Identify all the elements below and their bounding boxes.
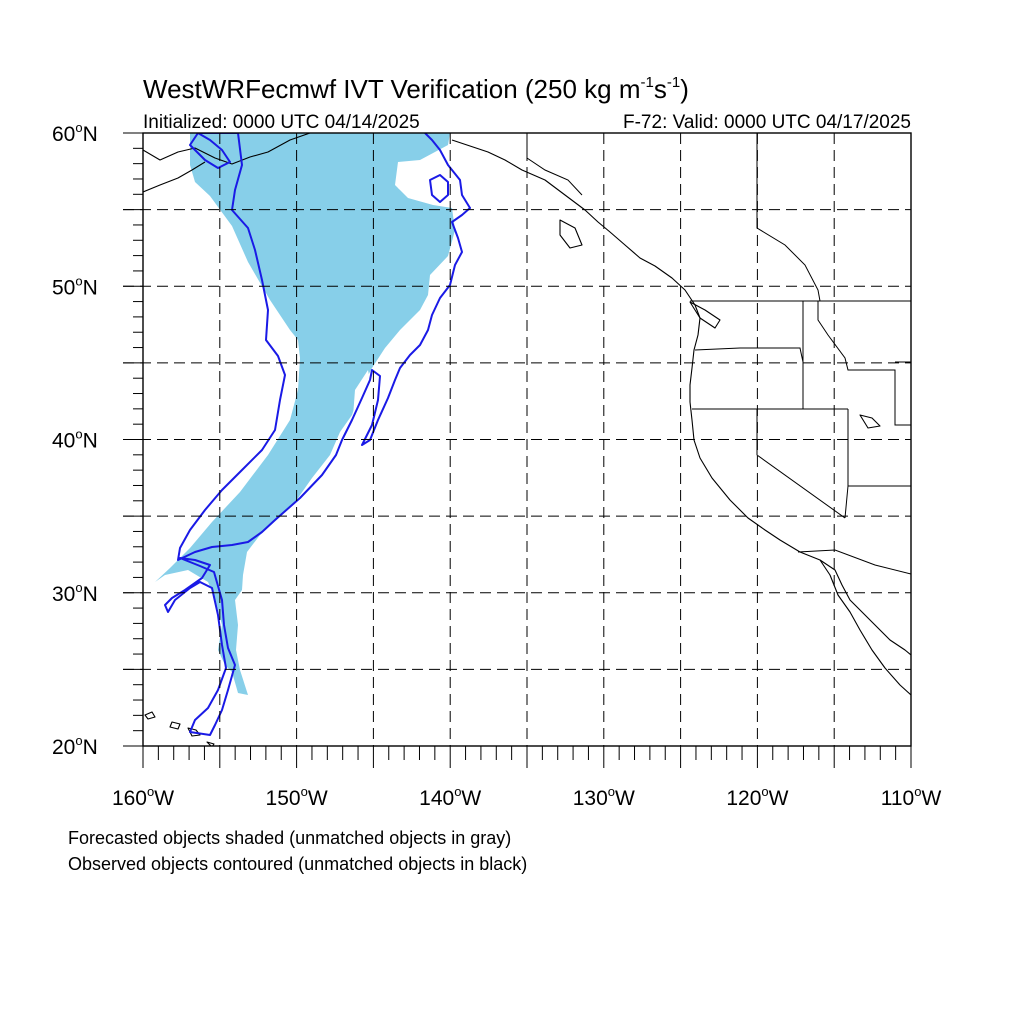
california-nevada-border <box>756 409 846 519</box>
axis-ticks <box>123 132 912 768</box>
observed-ivt-contour-tail <box>164 557 236 736</box>
oregon-washington-border <box>694 347 804 409</box>
title-close: ) <box>680 74 689 104</box>
latitude-labels: 60oN 50oN 40oN 30oN 20oN <box>52 120 98 759</box>
initialized-label: Initialized: 0000 UTC 04/14/2025 <box>143 112 420 133</box>
observed-ivt-contour <box>177 133 471 561</box>
latitude-label: 30oN <box>52 580 98 606</box>
forecast-gap <box>398 166 442 198</box>
graticule <box>123 133 911 746</box>
alaska-canada-border <box>526 133 583 196</box>
nevada-utah-border <box>847 409 911 487</box>
observed-ivt-contour-bay <box>429 174 449 203</box>
title-exponent-2: -1 <box>667 74 680 91</box>
title-mid: s <box>654 74 667 104</box>
longitude-label: 160oW <box>112 784 174 810</box>
longitude-label: 110oW <box>881 784 942 810</box>
title-exponent-1: -1 <box>641 74 654 91</box>
latitude-label: 20oN <box>52 733 98 759</box>
latitude-label: 40oN <box>52 427 98 453</box>
alaska-peninsula-coast <box>143 161 206 193</box>
longitude-label: 120oW <box>726 784 788 810</box>
longitude-label: 150oW <box>266 784 328 810</box>
title-main: WestWRFecmwf IVT Verification (250 kg m <box>143 74 641 104</box>
map-panel <box>143 133 911 746</box>
forecast-ivt-object <box>155 133 455 695</box>
hawaii-islands <box>144 711 215 746</box>
valid-label: F-72: Valid: 0000 UTC 04/17/2025 <box>623 112 911 133</box>
nevada-arizona-border <box>844 485 849 519</box>
west-coast-coastline <box>451 139 911 656</box>
bc-islands <box>559 219 881 429</box>
latitude-label: 50oN <box>52 273 98 299</box>
baja-coastline <box>819 559 911 696</box>
longitude-label: 140oW <box>419 784 481 810</box>
us-mexico-border <box>797 549 911 575</box>
observed-ivt-contour-top <box>189 133 231 169</box>
figure-title: WestWRFecmwf IVT Verification (250 kg m-… <box>143 74 689 104</box>
alaska-coast <box>143 133 311 165</box>
bc-alberta-border <box>756 133 821 302</box>
longitude-label: 130oW <box>573 784 635 810</box>
latitude-label: 60oN <box>52 120 98 146</box>
idaho-border <box>802 301 911 426</box>
forecast-legend-note: Forecasted objects shaded (unmatched obj… <box>68 828 511 848</box>
map-frame <box>142 132 912 747</box>
longitude-labels: 160oW 150oW 140oW 130oW 120oW 110oW <box>112 784 942 810</box>
observed-legend-note: Observed objects contoured (unmatched ob… <box>68 854 527 874</box>
